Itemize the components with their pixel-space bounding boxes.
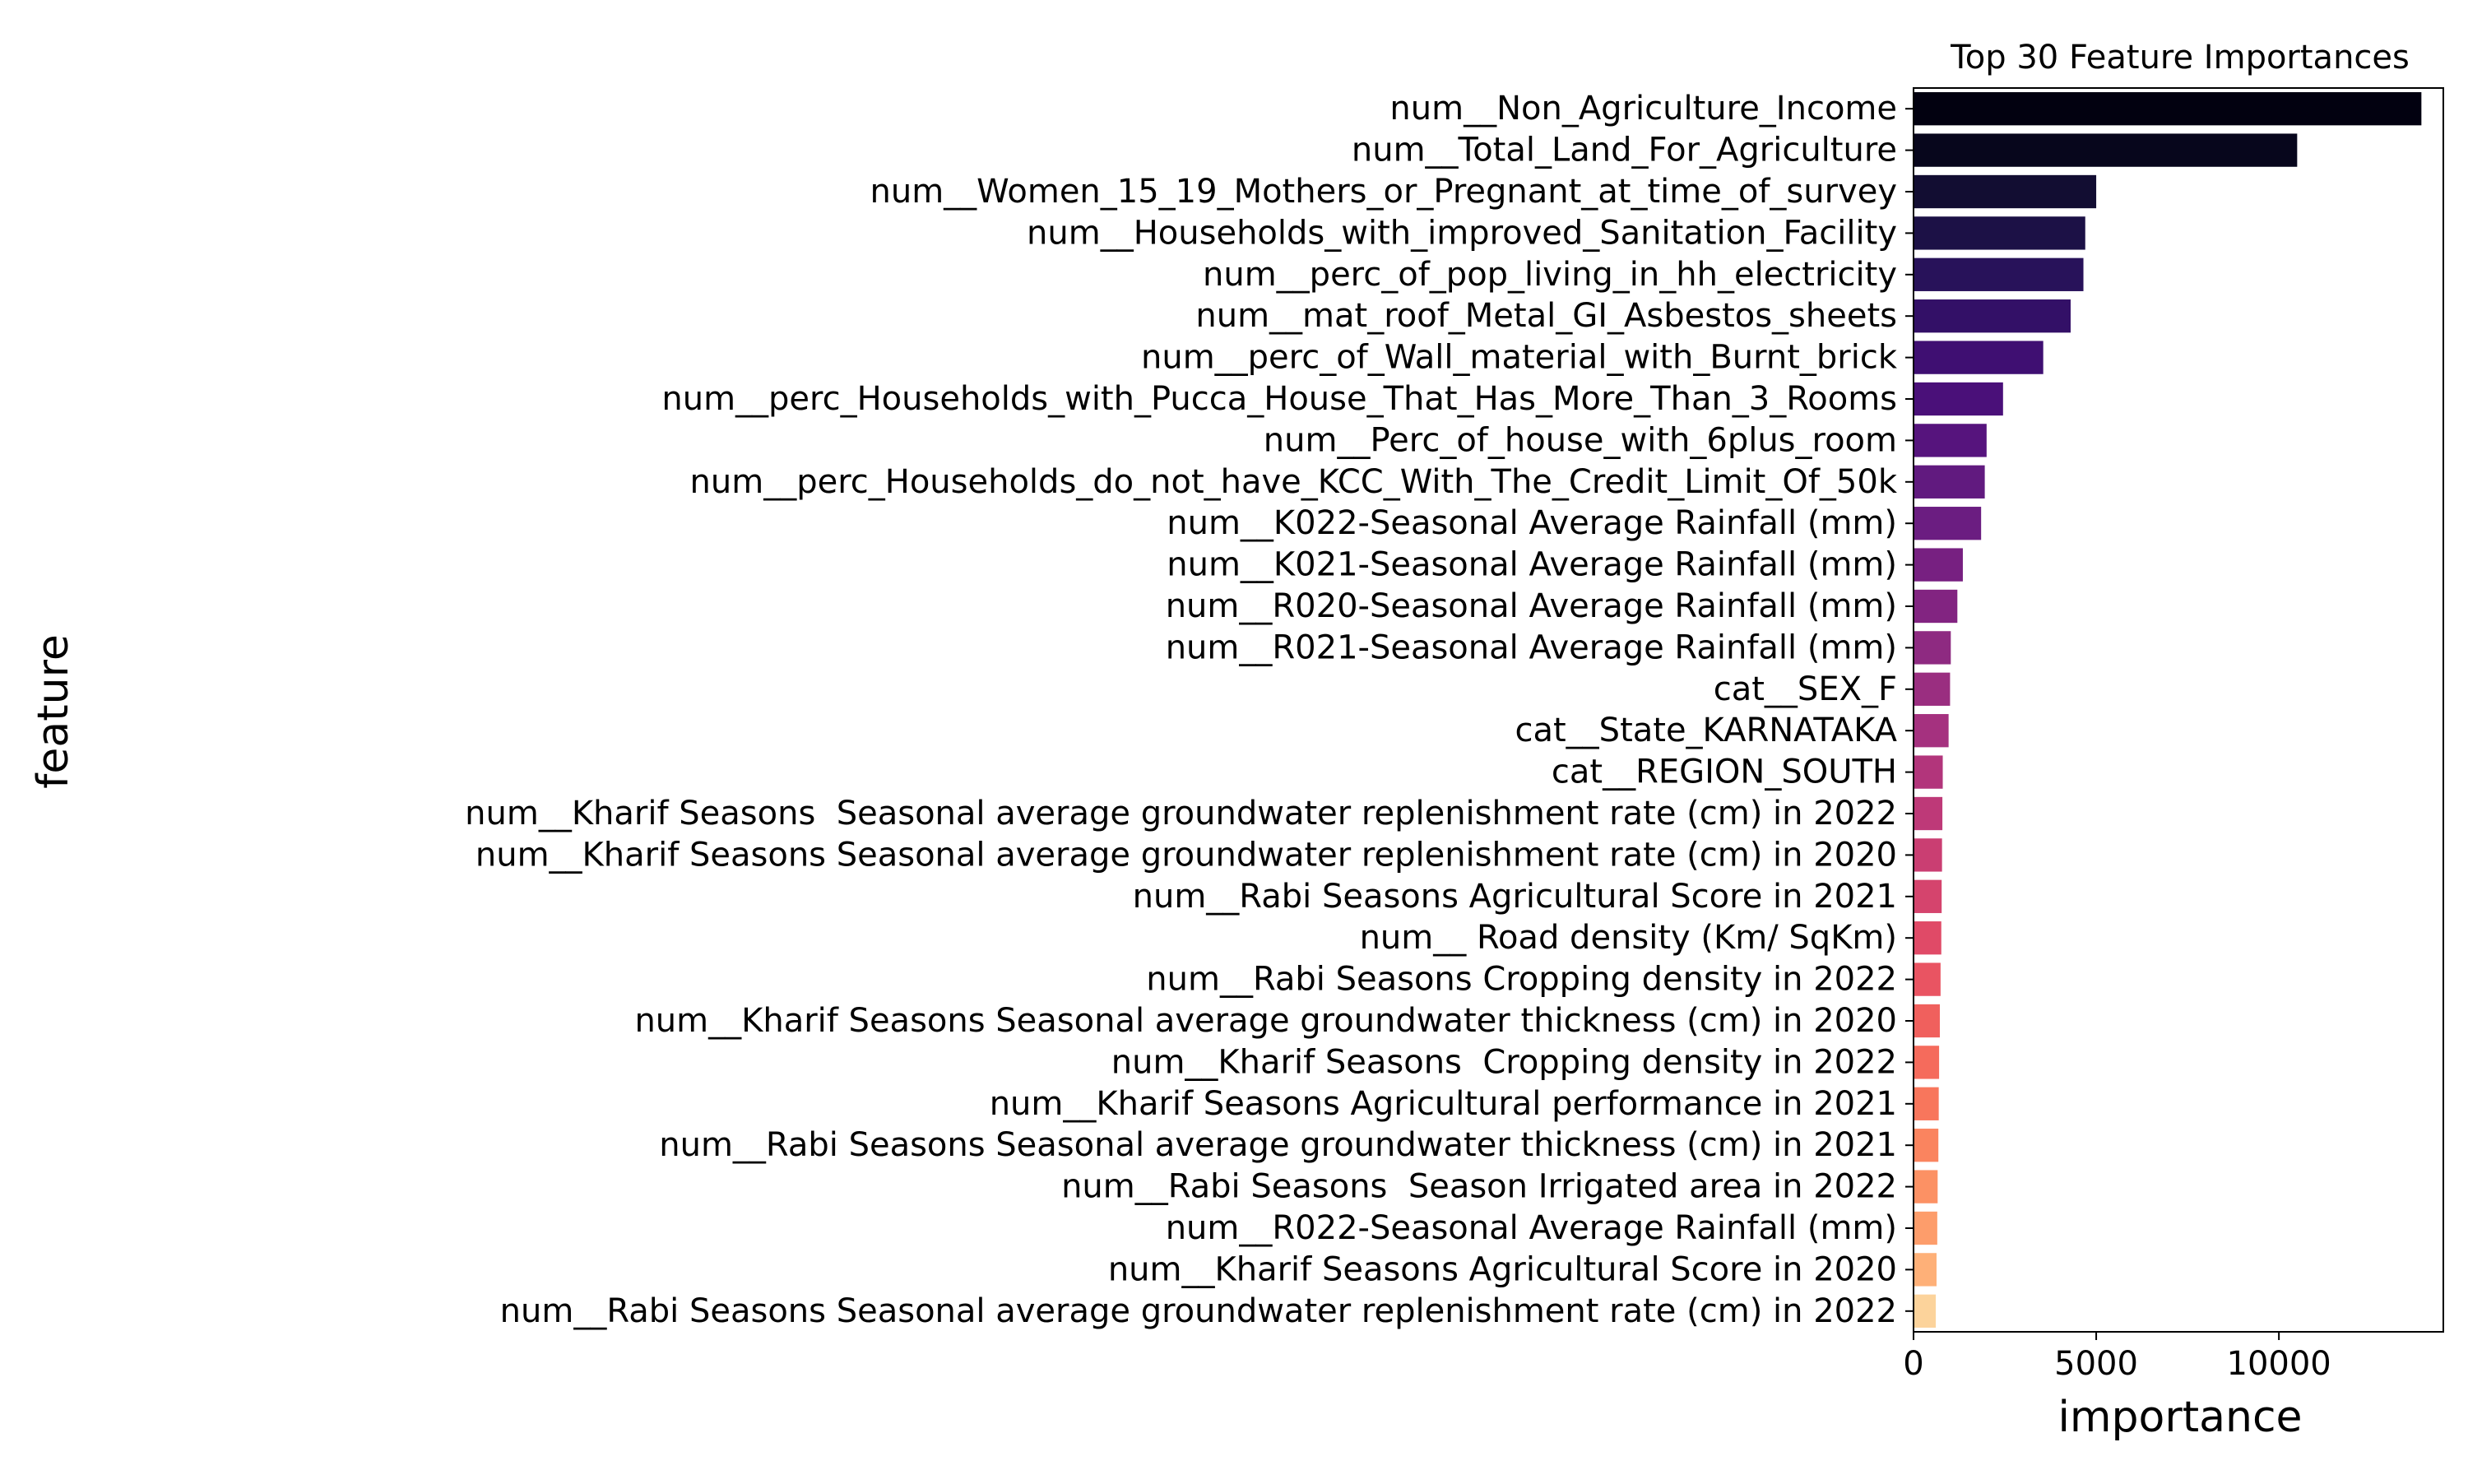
bar: [1914, 1170, 1938, 1203]
y-tick-label: num__Households_with_improved_Sanitation…: [1027, 214, 1897, 252]
y-tick-label: num__Rabi Seasons Season Irrigated area …: [1061, 1168, 1897, 1206]
bar: [1914, 548, 1963, 582]
bar: [1914, 589, 1958, 624]
y-tick-label: num__K022-Seasonal Average Rainfall (mm): [1167, 504, 1897, 542]
bar: [1914, 1087, 1939, 1120]
y-tick-labels: num__Non_Agriculture_Income num__Total_La…: [465, 90, 1914, 1330]
y-tick-label: num__perc_Households_with_Pucca_House_Th…: [661, 380, 1897, 418]
y-tick-label: num__R021-Seasonal Average Rainfall (mm): [1166, 628, 1897, 666]
y-tick-label: num__Kharif Seasons Seasonal average gro…: [465, 795, 1897, 832]
bar: [1914, 424, 1987, 457]
axes-spines: [1913, 87, 2444, 1333]
bar: [1914, 1294, 1937, 1328]
y-tick-label: num__Rabi Seasons Cropping density in 20…: [1146, 961, 1897, 999]
y-tick-label: cat__State_KARNATAKA: [1515, 712, 1897, 749]
bar: [1914, 1004, 1940, 1038]
x-tick-label: 5000: [2054, 1345, 2138, 1383]
bar: [1914, 92, 2422, 126]
y-tick-label: num__R020-Seasonal Average Rainfall (mm): [1166, 587, 1897, 625]
x-axis-label: importance: [2057, 1393, 2302, 1442]
y-tick-label: num__Rabi Seasons Agricultural Score in …: [1133, 878, 1897, 916]
y-tick-label: num__perc_Households_do_not_have_KCC_Wit…: [690, 463, 1898, 501]
y-tick-label: num__Kharif Seasons Cropping density in …: [1111, 1043, 1897, 1081]
bar: [1914, 216, 2085, 250]
bar: [1914, 838, 1942, 872]
bars-group: [1914, 92, 2422, 1328]
bar: [1914, 631, 1951, 665]
x-tick-label: 10000: [2227, 1345, 2331, 1383]
bar: [1914, 133, 2298, 167]
y-tick-label: num__ Road density (Km/ SqKm): [1360, 919, 1897, 957]
y-tick-label: num__Kharif Seasons Agricultural Score i…: [1108, 1250, 1897, 1288]
axes-frame: [1913, 87, 2444, 1333]
y-tick-label: num__Perc_of_house_with_6plus_room: [1264, 421, 1897, 459]
y-tick-label: num__Rabi Seasons Seasonal average groun…: [500, 1292, 1897, 1330]
bar: [1914, 714, 1949, 748]
y-axis-label: feature: [29, 634, 78, 789]
bar: [1914, 879, 1942, 913]
bar: [1914, 1253, 1937, 1287]
bar: [1914, 257, 2084, 291]
x-tick-label: 0: [1903, 1345, 1923, 1383]
bar: [1914, 341, 2044, 374]
y-tick-label: num__mat_roof_Metal_GI_Asbestos_sheets: [1195, 297, 1897, 335]
bar: [1914, 299, 2071, 333]
bar: [1914, 382, 2003, 416]
bar: [1914, 507, 1982, 540]
y-tick-label: num__Kharif Seasons Agricultural perform…: [990, 1085, 1897, 1123]
bar: [1914, 921, 1941, 955]
y-tick-label: num__Women_15_19_Mothers_or_Pregnant_at_…: [870, 173, 1898, 211]
y-tick-label: num__Total_Land_For_Agriculture: [1352, 132, 1897, 169]
bar: [1914, 962, 1941, 996]
bar: [1914, 672, 1951, 706]
bar: [1914, 755, 1943, 789]
x-ticks: 0 5000 10000: [1903, 1332, 2331, 1383]
bar: [1914, 1211, 1937, 1245]
bar: [1914, 1129, 1939, 1162]
bar: [1914, 1046, 1940, 1079]
y-tick-label: cat__REGION_SOUTH: [1552, 754, 1897, 791]
y-tick-label: num__Kharif Seasons Seasonal average gro…: [634, 1002, 1897, 1040]
chart-title: Top 30 Feature Importances: [1950, 39, 2410, 77]
bar: [1914, 796, 1943, 831]
y-tick-label: num__perc_of_pop_living_in_hh_electricit…: [1203, 256, 1897, 294]
bar: [1914, 465, 1985, 499]
y-tick-label: cat__SEX_F: [1714, 670, 1897, 708]
y-tick-label: num__Kharif Seasons Seasonal average gro…: [476, 836, 1897, 874]
y-tick-label: num__R022-Seasonal Average Rainfall (mm): [1166, 1209, 1897, 1247]
y-tick-label: num__perc_of_Wall_material_with_Burnt_br…: [1141, 339, 1898, 377]
bar: [1914, 174, 2097, 209]
y-tick-label: num__Rabi Seasons Seasonal average groun…: [659, 1126, 1897, 1164]
y-tick-label: num__K021-Seasonal Average Rainfall (mm): [1167, 546, 1897, 584]
y-tick-label: num__Non_Agriculture_Income: [1389, 90, 1897, 128]
